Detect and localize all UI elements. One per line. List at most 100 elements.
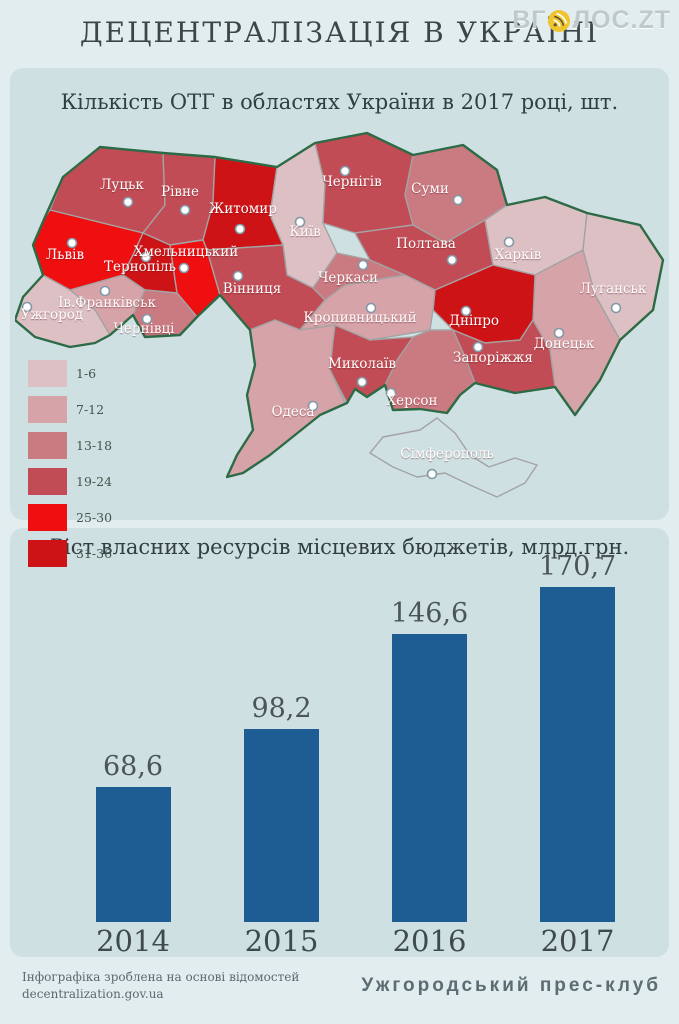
chart-panel: Ріст власних ресурсів місцевих бюджетів,… (10, 528, 669, 958)
legend-label: 25-30 (76, 510, 113, 525)
bar-2016 (392, 634, 467, 922)
legend-row-31-36: 31-36 (28, 540, 112, 567)
legend-row-1-6: 1-6 (28, 360, 112, 387)
kharkiv-city-dot (503, 236, 515, 248)
bar-chart-title: Ріст власних ресурсів місцевих бюджетів,… (49, 535, 630, 559)
page-title: ДЕЦЕНТРАЛІЗАЦІЯ В УКРАЇНІ (79, 16, 600, 49)
footer: Інфографіка зроблена на основі відомосте… (0, 957, 679, 1024)
region-label-poltava: Полтава (396, 236, 456, 252)
region-label-kharkiv: Харків (495, 247, 542, 263)
map-panel: Кількість ОТГ в областях України в 2017 … (10, 68, 669, 567)
map-legend: 1-6 7-12 13-18 19-24 25-30 31-36 (28, 360, 112, 576)
bar-2017 (540, 587, 615, 922)
region-label-chernihiv: Чернігів (322, 174, 382, 190)
region-label-ternopil: Тернопіль (104, 259, 176, 275)
bar-value-2016: 146,6 (390, 598, 469, 629)
cherkasy-city-dot (357, 259, 369, 271)
kyiv-city-dot (294, 216, 306, 228)
sumy-city-dot (452, 194, 464, 206)
luhansk-city-dot (610, 302, 622, 314)
region-label-kirovohrad: Кропивницький (303, 310, 416, 326)
legend-swatch-1-6 (28, 360, 67, 387)
chernivtsi-city-dot (141, 313, 153, 325)
legend-row-19-24: 19-24 (28, 468, 112, 495)
region-label-ivano-frankivsk: Ів.Франківськ (58, 295, 156, 311)
ternopil-city-dot (140, 251, 152, 263)
region-label-zakarpattia: Ужгород (21, 307, 83, 323)
kherson-city-dot (385, 387, 397, 399)
legend-label: 31-36 (76, 546, 113, 561)
logo-text-before: ВГ (512, 6, 547, 34)
legend-label: 1-6 (76, 366, 97, 381)
ukraine-choropleth-map: Луцьк Рівне Житомир Київ Чернігів Суми Львів Те… (15, 131, 665, 498)
source-note: Інфографіка зроблена на основі відомосте… (22, 969, 299, 1003)
header: ДЕЦЕНТРАЛІЗАЦІЯ В УКРАЇНІ ВГ ЛОС.ZT (0, 0, 679, 68)
map-title: Кількість ОТГ в областях України в 2017 … (60, 90, 619, 114)
donetsk-city-dot (553, 327, 565, 339)
region-label-odesa: Одеса (272, 404, 315, 420)
bar-2015 (244, 729, 319, 922)
bar-value-2017: 170,7 (538, 551, 617, 582)
bar-chart: 68,6 2014 98,2 2015 146,6 2016 170,7 2017 (10, 528, 669, 958)
legend-swatch-13-18 (28, 432, 67, 459)
legend-label: 13-18 (76, 438, 113, 453)
region-label-donetsk: Донецьк (534, 336, 595, 352)
legend-label: 19-24 (76, 474, 113, 489)
crimea-city-dot (426, 468, 438, 480)
zhytomyr-city-dot (234, 223, 246, 235)
legend-row-7-12: 7-12 (28, 396, 112, 423)
logo-text-after: ЛОС.ZT (572, 6, 671, 34)
zaporizhzhia-city-dot (472, 341, 484, 353)
year-label-2016: 2016 (392, 924, 467, 958)
legend-swatch-31-36 (28, 540, 67, 567)
region-label-dnipro: Дніпро (449, 313, 499, 329)
region-crimea (369, 417, 538, 498)
bar-value-2014: 68,6 (102, 751, 164, 782)
region-label-zhytomyr: Житомир (209, 201, 277, 217)
odesa-city-dot (307, 400, 319, 412)
bar-2014 (95, 787, 171, 922)
region-label-kyiv: Київ (289, 224, 321, 240)
chernihiv-city-dot (339, 165, 351, 177)
vinnytsia-city-dot (232, 270, 244, 282)
dnipro-city-dot (460, 305, 472, 317)
legend-swatch-7-12 (28, 396, 67, 423)
region-label-chernivtsi: Чернівці (114, 321, 176, 337)
mykolaiv-city-dot (356, 376, 368, 388)
zakarpattia-city-dot (21, 301, 33, 313)
legend-row-13-18: 13-18 (28, 432, 112, 459)
region-label-crimea: Сімферополь (400, 446, 494, 462)
region-label-lutsk: Луцьк (100, 177, 144, 193)
year-label-2014: 2014 (96, 924, 170, 958)
region-label-lviv: Львів (46, 247, 85, 263)
khmelnytskyi-city-dot (178, 262, 190, 274)
kirovohrad-city-dot (365, 302, 377, 314)
ukraine-border-outline (15, 131, 665, 479)
legend-row-25-30: 25-30 (28, 504, 112, 531)
region-label-vinnytsia: Вінниця (223, 281, 281, 297)
region-odesa (226, 319, 346, 478)
bar-value-2015: 98,2 (251, 693, 312, 724)
source-line-1: Інфографіка зроблена на основі відомосте… (22, 970, 300, 984)
region-label-zaporizhzhia: Запоріжжя (453, 350, 533, 366)
author-credit: Ужгородський прес-клуб (361, 975, 661, 996)
region-label-khmelnytskyi: Хмельницький (134, 244, 239, 260)
legend-label: 7-12 (76, 402, 105, 417)
year-label-2015: 2015 (244, 924, 319, 958)
legend-swatch-19-24 (28, 468, 67, 495)
year-label-2017: 2017 (540, 924, 615, 958)
region-label-luhansk: Луганськ (580, 281, 647, 297)
region-label-sumy: Суми (411, 181, 449, 197)
rivne-city-dot (179, 204, 191, 216)
lutsk-city-dot (122, 196, 134, 208)
region-label-cherkasy: Черкаси (318, 270, 378, 286)
radio-waves-icon (547, 9, 571, 33)
region-label-rivne: Рівне (161, 184, 199, 200)
poltava-city-dot (446, 254, 458, 266)
lviv-city-dot (66, 237, 78, 249)
legend-swatch-25-30 (28, 504, 67, 531)
vgolos-logo: ВГ ЛОС.ZT (512, 6, 671, 35)
region-label-kherson: Херсон (387, 393, 438, 409)
region-label-mykolaiv: Миколаїв (328, 356, 396, 372)
